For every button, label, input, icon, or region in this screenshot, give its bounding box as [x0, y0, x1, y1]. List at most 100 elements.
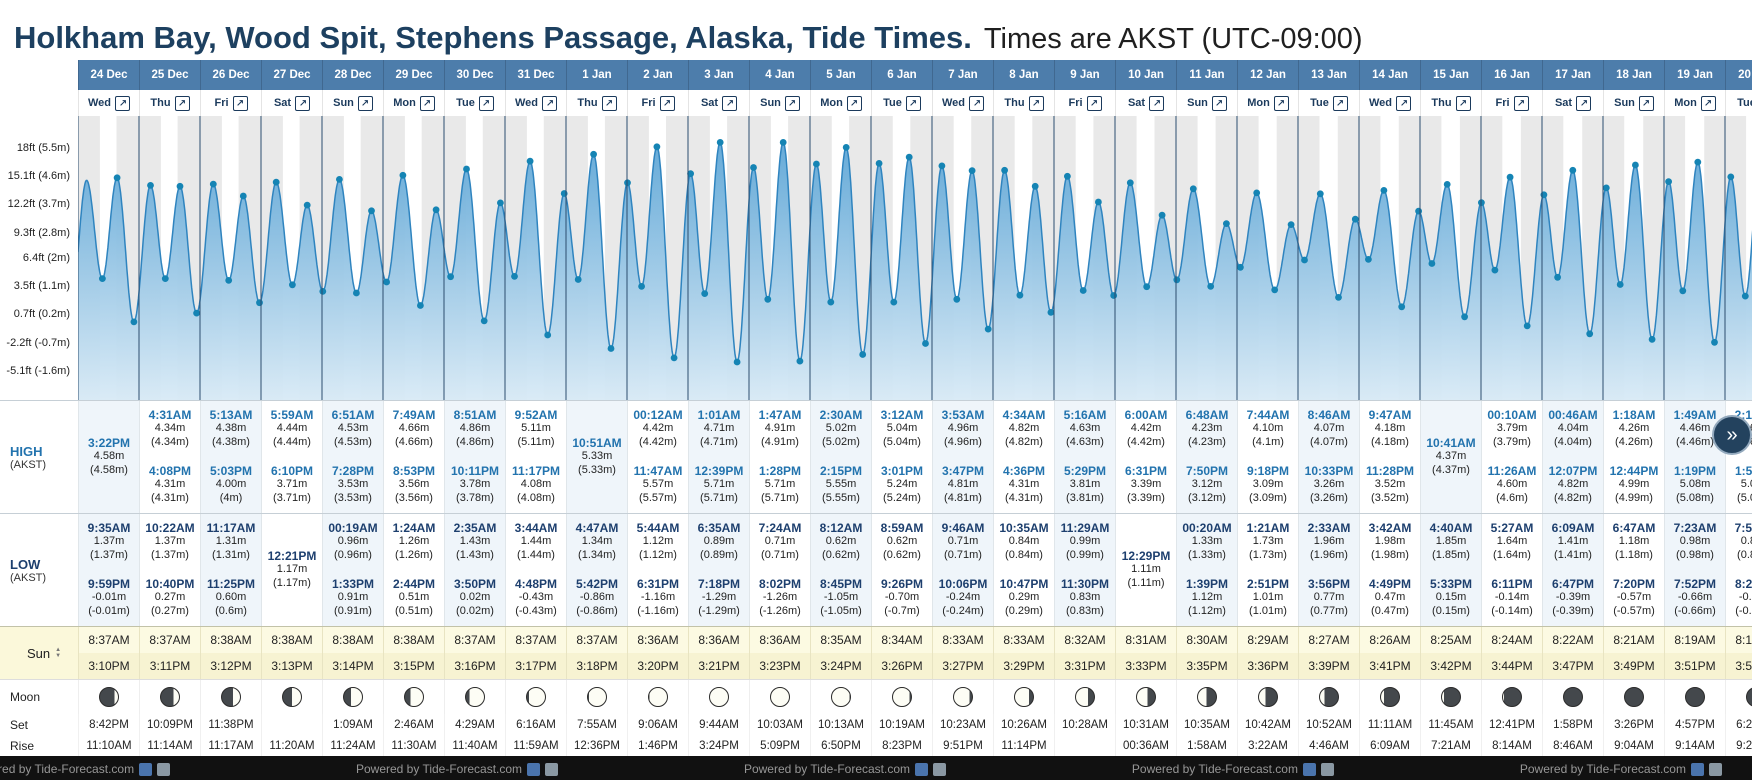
tide-height-paren: (0.6m)	[215, 604, 247, 617]
twitter-icon[interactable]	[545, 762, 559, 776]
tide-height-m: 4.37m	[1435, 450, 1467, 463]
expand-day-icon[interactable]	[1086, 95, 1102, 111]
footer-powered-by-link[interactable]: Powered by Tide-Forecast.com	[1131, 762, 1298, 776]
footer-powered-by-link[interactable]: Powered by Tide-Forecast.com	[1519, 762, 1686, 776]
y-axis-label: 3.5ft (1.1m)	[13, 280, 70, 293]
footer-powered-by-link[interactable]: Powered by Tide-Forecast.com	[355, 762, 523, 776]
sunset-time: 3:16PM	[444, 653, 505, 679]
expand-day-icon[interactable]	[1513, 95, 1529, 111]
tide-height-paren: (4.31m)	[151, 491, 189, 504]
expand-day-icon[interactable]	[846, 95, 862, 111]
tide-height-m: 1.26m	[398, 535, 430, 548]
weekday-cell: Sun	[749, 90, 810, 116]
high-tide-cell: 3:47PM 4.81m (4.81m)	[933, 457, 993, 513]
expand-day-icon[interactable]	[419, 95, 435, 111]
expand-day-icon[interactable]	[1273, 95, 1289, 111]
tide-time: 7:20PM	[1612, 576, 1656, 591]
expand-day-icon[interactable]	[1576, 95, 1592, 111]
expand-day-icon[interactable]	[1211, 95, 1227, 111]
footer-powered-by-link[interactable]: Powered by Tide-Forecast.com	[743, 762, 911, 776]
weekday-label: Thu	[150, 97, 171, 109]
facebook-icon[interactable]	[1302, 762, 1316, 776]
twitter-icon[interactable]	[933, 762, 947, 776]
twitter-icon[interactable]	[157, 762, 171, 776]
high-label: HIGH	[10, 443, 43, 459]
tide-time: 10:33PM	[1304, 463, 1354, 478]
high-tide-cell: 4:08PM 4.31m (4.31m)	[140, 457, 200, 513]
low-tide-cell: 8:12AM 0.62m (0.62m)	[811, 514, 871, 570]
tide-height-m: 0.47m	[1374, 591, 1406, 604]
expand-day-icon[interactable]	[478, 95, 494, 111]
expand-day-icon[interactable]	[601, 95, 617, 111]
tide-time: 3:12AM	[880, 407, 924, 422]
expand-day-icon[interactable]	[542, 95, 558, 111]
tide-height-paren: (5.57m)	[639, 491, 677, 504]
tide-height-m: 1.31m	[215, 535, 247, 548]
moonrise-time: 9:21AM	[1725, 735, 1752, 756]
tide-height-paren: (0.71m)	[761, 548, 799, 561]
twitter-icon[interactable]	[1320, 762, 1334, 776]
expand-day-icon[interactable]	[659, 95, 675, 111]
tide-height-m: 5.33m	[581, 450, 613, 463]
tide-height-m: 1.98m	[1374, 535, 1406, 548]
sunrise-time: 8:38AM	[383, 627, 444, 653]
tide-height-paren: (1.41m)	[1554, 548, 1592, 561]
tide-time: 9:47AM	[1368, 407, 1412, 422]
expand-day-icon[interactable]	[1638, 95, 1654, 111]
tide-height-m: -1.29m	[701, 591, 737, 604]
sunrise-time: 8:24AM	[1481, 627, 1542, 653]
expand-day-icon[interactable]	[115, 95, 131, 111]
expand-day-icon[interactable]	[784, 95, 800, 111]
tide-height-paren: (0.02m)	[456, 604, 494, 617]
tide-height-m: 4.82m	[1557, 478, 1589, 491]
high-tide-cell: 1:49AM 4.46m (4.46m)	[1665, 401, 1725, 457]
tide-time: 1:28PM	[758, 463, 802, 478]
tide-height-m: -1.16m	[640, 591, 676, 604]
footer-powered-by-link[interactable]: Powered by Tide-Forecast.com	[0, 762, 135, 776]
weekday-cell: Sat	[261, 90, 322, 116]
highs-column: 9:52AM 5.11m (5.11m) 11:17PM 4.08m (4.08m)	[505, 401, 566, 513]
tide-height-paren: (-0.66m)	[1674, 604, 1716, 617]
sunset-time: 3:10PM	[78, 653, 139, 679]
tide-time: 8:12AM	[819, 520, 863, 535]
expand-day-icon[interactable]	[1332, 95, 1348, 111]
weekday-cell: Sat	[1115, 90, 1176, 116]
highs-column: 7:44AM 4.10m (4.1m) 9:18PM 3.09m (3.09m)	[1237, 401, 1298, 513]
facebook-icon[interactable]	[1690, 762, 1704, 776]
high-tide-cell: 1:18AM 4.26m (4.26m)	[1604, 401, 1664, 457]
high-tide-cell: 2:30AM 5.02m (5.02m)	[811, 401, 871, 457]
expand-day-icon[interactable]	[905, 95, 921, 111]
tide-height-m: 4.99m	[1618, 478, 1650, 491]
facebook-icon[interactable]	[915, 762, 929, 776]
scroll-right-button[interactable]: »	[1712, 415, 1752, 455]
low-tide-cell: 1:21AM 1.73m (1.73m)	[1238, 514, 1298, 570]
expand-day-icon[interactable]	[174, 95, 190, 111]
tide-height-paren: (0.71m)	[944, 548, 982, 561]
moonrise-time: 9:04AM	[1603, 735, 1664, 756]
expand-day-icon[interactable]	[1028, 95, 1044, 111]
date-header-cell: 18 Jan	[1603, 60, 1664, 90]
moon-phase-cell	[1603, 680, 1664, 714]
expand-day-icon[interactable]	[1700, 95, 1716, 111]
twitter-icon[interactable]	[1708, 762, 1722, 776]
facebook-icon[interactable]	[139, 762, 153, 776]
expand-day-icon[interactable]	[1455, 95, 1471, 111]
expand-day-icon[interactable]	[722, 95, 738, 111]
expand-day-icon[interactable]	[357, 95, 373, 111]
high-tide-cell: 5:03PM 4.00m (4m)	[201, 457, 261, 513]
low-tide-cell: 7:23AM 0.98m (0.98m)	[1665, 514, 1725, 570]
facebook-icon[interactable]	[527, 762, 541, 776]
expand-day-icon[interactable]	[232, 95, 248, 111]
tide-height-m: 0.89m	[703, 535, 735, 548]
expand-day-icon[interactable]	[1396, 95, 1412, 111]
tide-height-paren: (1.11m)	[1127, 576, 1165, 589]
tide-time: 1:49AM	[1673, 407, 1717, 422]
high-tide-cell: 12:44PM 4.99m (4.99m)	[1604, 457, 1664, 513]
expand-day-icon[interactable]	[295, 95, 311, 111]
tide-time: 8:45PM	[819, 576, 863, 591]
y-axis-label: 12.2ft (3.7m)	[7, 198, 70, 211]
expand-day-icon[interactable]	[969, 95, 985, 111]
tide-height-m: 0.51m	[398, 591, 430, 604]
expand-day-icon[interactable]	[1149, 95, 1165, 111]
weekday-cell: Tue	[1725, 90, 1752, 116]
